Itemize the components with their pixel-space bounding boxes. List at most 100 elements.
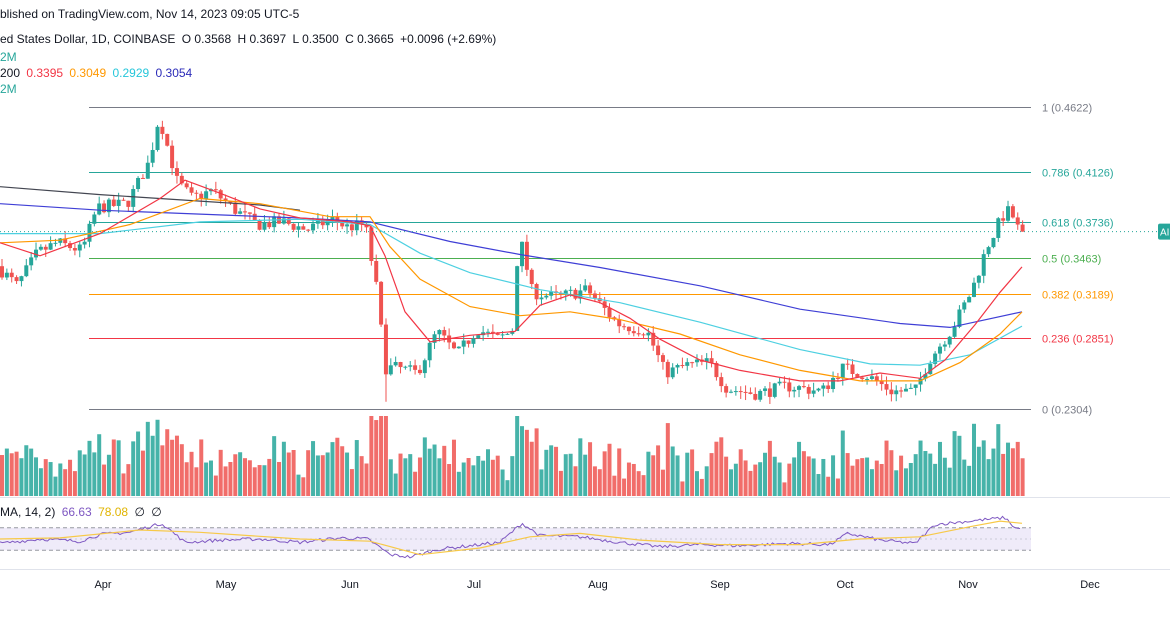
candle-body bbox=[38, 246, 43, 250]
candle bbox=[257, 219, 262, 231]
rsi-line bbox=[0, 515, 1021, 559]
candle bbox=[631, 326, 636, 337]
volume-bar bbox=[349, 469, 354, 496]
volume-bar bbox=[520, 426, 525, 496]
volume-bar bbox=[403, 458, 408, 496]
candle-body bbox=[272, 216, 277, 228]
month-label-aug: Aug bbox=[588, 579, 608, 591]
candle-body bbox=[568, 289, 573, 291]
volume-bar bbox=[437, 458, 442, 496]
volume-text: 2M bbox=[0, 50, 17, 64]
volume-bar bbox=[102, 464, 107, 496]
volume-bar bbox=[461, 462, 466, 496]
volume-bar bbox=[554, 446, 559, 496]
candle bbox=[806, 384, 811, 400]
candle bbox=[942, 341, 947, 352]
candle-body bbox=[72, 248, 77, 251]
candle bbox=[145, 155, 150, 179]
candle-body bbox=[665, 361, 670, 378]
candle-body bbox=[831, 377, 836, 390]
candle-body bbox=[34, 249, 39, 258]
volume-bar bbox=[131, 441, 136, 496]
candle bbox=[252, 206, 257, 221]
candle-body bbox=[471, 338, 476, 344]
candle bbox=[840, 363, 845, 386]
candle-body bbox=[0, 266, 4, 278]
candle-body bbox=[359, 220, 364, 225]
candle-body bbox=[116, 199, 121, 206]
candle-body bbox=[296, 226, 301, 230]
volume-bar bbox=[97, 434, 102, 496]
volume-bar bbox=[364, 463, 369, 496]
month-label-jul: Jul bbox=[467, 579, 481, 591]
volume-bar bbox=[413, 471, 418, 496]
candle-body bbox=[19, 276, 24, 282]
candle bbox=[976, 274, 981, 289]
candle bbox=[403, 365, 408, 370]
candle bbox=[301, 223, 306, 230]
candle-body bbox=[656, 345, 661, 356]
candle bbox=[991, 237, 996, 249]
volume-bar bbox=[592, 466, 597, 496]
candle bbox=[641, 332, 646, 339]
candle bbox=[398, 361, 403, 374]
volume-bar bbox=[933, 463, 938, 496]
volume-bar bbox=[4, 448, 9, 496]
candle-body bbox=[840, 363, 845, 379]
volume-line-2: 2M bbox=[0, 82, 20, 96]
volume-bar bbox=[665, 423, 670, 496]
volume-bar bbox=[1001, 453, 1006, 496]
candle-body bbox=[29, 257, 34, 266]
candle bbox=[607, 303, 612, 322]
candle bbox=[763, 386, 768, 396]
volume-bar bbox=[495, 455, 500, 496]
candle-body bbox=[903, 388, 908, 392]
volume-bar bbox=[471, 465, 476, 496]
volume-bar bbox=[398, 453, 403, 496]
volume-bar bbox=[262, 465, 267, 496]
volume-bar bbox=[622, 478, 627, 496]
candle bbox=[583, 279, 588, 293]
volume-bar bbox=[763, 452, 768, 496]
candle-body bbox=[651, 332, 656, 346]
volume-bar bbox=[874, 460, 879, 496]
candle bbox=[772, 382, 777, 399]
volume-bar bbox=[748, 470, 753, 496]
candle bbox=[9, 268, 14, 283]
candle bbox=[379, 280, 384, 327]
volume-bar bbox=[709, 453, 714, 496]
volume-bar bbox=[38, 468, 43, 496]
candle-body bbox=[539, 297, 544, 300]
candle-body bbox=[607, 307, 612, 318]
volume-bar bbox=[150, 435, 155, 496]
volume-bar bbox=[63, 469, 68, 496]
volume-bar bbox=[9, 453, 14, 496]
volume-bar bbox=[937, 441, 942, 496]
candle-body bbox=[150, 149, 155, 163]
candle-body bbox=[957, 309, 962, 327]
volume-bar bbox=[801, 451, 806, 496]
fib-label-2: 0.618 (0.3736) bbox=[1042, 218, 1114, 230]
candle bbox=[150, 142, 155, 168]
candle bbox=[451, 341, 456, 350]
volume-bar bbox=[704, 466, 709, 496]
volume-bar bbox=[670, 446, 675, 496]
candle bbox=[1015, 212, 1020, 230]
candle-body bbox=[933, 353, 938, 364]
volume-bar bbox=[456, 471, 461, 496]
volume-bar bbox=[675, 455, 680, 496]
candle-body bbox=[306, 229, 311, 231]
candle bbox=[417, 365, 422, 375]
volume-bar bbox=[374, 420, 379, 496]
candle-body bbox=[889, 389, 894, 395]
candle-body bbox=[451, 342, 456, 349]
volume-bar bbox=[136, 431, 141, 496]
candle-body bbox=[165, 133, 170, 146]
candle bbox=[277, 213, 282, 225]
volume-bar bbox=[218, 449, 223, 496]
ma2-value: 0.3049 bbox=[69, 66, 107, 80]
candle-body bbox=[544, 295, 549, 298]
candle bbox=[549, 286, 554, 300]
